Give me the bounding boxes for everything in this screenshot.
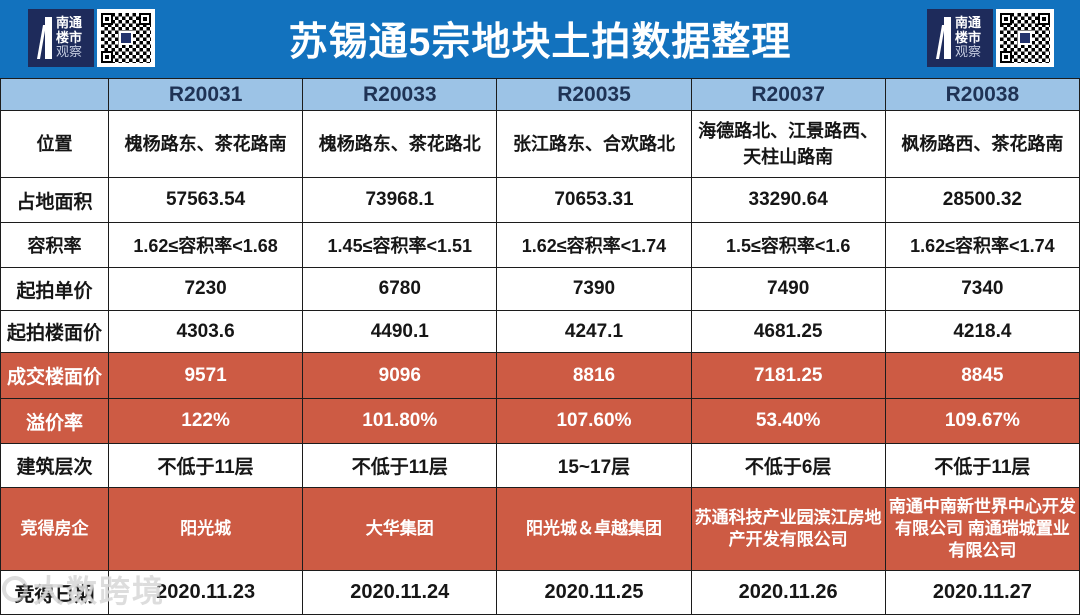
table-cell: 南通中南新世界中心开发有限公司 南通瑞城置业有限公司: [884, 487, 1080, 571]
table-cell: 107.60%: [496, 398, 692, 444]
table-cell: 不低于11层: [884, 443, 1080, 488]
table-cell: 阳光城＆卓越集团: [496, 487, 692, 571]
brand-line: 南通: [55, 15, 82, 31]
table-row-land-area: 占地面积 57563.54 73968.1 70653.31 33290.64 …: [0, 177, 1080, 223]
brand-one-icon: [935, 17, 951, 59]
brand-line: 观察: [55, 44, 82, 60]
table-cell: 8816: [496, 352, 692, 399]
table-cell: 大华集团: [302, 487, 498, 571]
row-label-location: 位置: [0, 110, 109, 178]
table-row-building-levels: 建筑层次 不低于11层 不低于11层 15~17层 不低于6层 不低于11层: [0, 443, 1080, 488]
brand-text: 南通 楼市 观察: [955, 16, 981, 60]
table-cell: 70653.31: [496, 177, 692, 223]
qr-code-icon: [996, 9, 1054, 67]
qr-code-icon: [97, 9, 155, 67]
row-label-start-floor-price: 起拍楼面价: [0, 310, 109, 353]
col-header-r20037: R20037: [690, 78, 886, 111]
table-cell: 2020.11.24: [302, 570, 498, 615]
brand-logo-left: 南通 楼市 观察: [28, 9, 155, 71]
table-cell: 张江路东、合欢路北: [496, 110, 692, 178]
row-label-plot-ratio: 容积率: [0, 222, 109, 268]
row-label-winning-developer: 竞得房企: [0, 487, 109, 571]
table-cell: 2020.11.26: [690, 570, 886, 615]
table-row-deal-floor-price: 成交楼面价 9571 9096 8816 7181.25 8845: [0, 352, 1080, 399]
table-cell: 1.5≤容积率<1.6: [690, 222, 886, 268]
brand-line: 观察: [954, 44, 981, 60]
table-cell: 海德路北、江景路西、天柱山路南: [690, 110, 886, 178]
table-cell: 7230: [107, 267, 304, 311]
row-label-deal-date: 竞得日期: [0, 570, 109, 615]
table-cell: 28500.32: [884, 177, 1080, 223]
land-auction-table: R20031 R20033 R20035 R20037 R20038 位置 槐杨…: [0, 78, 1080, 615]
col-header-r20038: R20038: [884, 78, 1080, 111]
brand-line: 楼市: [954, 29, 981, 45]
table-cell: 9571: [107, 352, 304, 399]
table-cell: 122%: [107, 398, 304, 444]
banner: 南通 楼市 观察 苏锡通5宗地块土拍数据整理 南通 楼市 观察: [0, 0, 1080, 78]
col-header-r20031: R20031: [107, 78, 304, 111]
table-cell: 槐杨路东、茶花路北: [302, 110, 498, 178]
table-cell: 1.45≤容积率<1.51: [302, 222, 498, 268]
table-cell: 4303.6: [107, 310, 304, 353]
table-cell: 7390: [496, 267, 692, 311]
table-row-winning-developer: 竞得房企 阳光城 大华集团 阳光城＆卓越集团 苏通科技产业园滨江房地产开发有限公…: [0, 487, 1080, 571]
table-row-plot-ratio: 容积率 1.62≤容积率<1.68 1.45≤容积率<1.51 1.62≤容积率…: [0, 222, 1080, 268]
page-title: 苏锡通5宗地块土拍数据整理: [288, 21, 792, 64]
table-cell: 15~17层: [496, 443, 692, 488]
brand-mark: 南通 楼市 观察: [927, 9, 993, 67]
table-cell: 7181.25: [690, 352, 886, 399]
table-cell: 53.40%: [690, 398, 886, 444]
col-header-empty: [0, 78, 109, 111]
table-cell: 1.62≤容积率<1.68: [107, 222, 304, 268]
table-cell: 7490: [690, 267, 886, 311]
table-cell: 9096: [302, 352, 498, 399]
table-cell: 57563.54: [107, 177, 304, 223]
brand-line: 南通: [954, 15, 981, 31]
table-cell: 1.62≤容积率<1.74: [496, 222, 692, 268]
table-row-premium-rate: 溢价率 122% 101.80% 107.60% 53.40% 109.67%: [0, 398, 1080, 444]
table-cell: 6780: [302, 267, 498, 311]
row-label-premium-rate: 溢价率: [0, 398, 109, 444]
table-cell: 1.62≤容积率<1.74: [884, 222, 1080, 268]
table-row-start-floor-price: 起拍楼面价 4303.6 4490.1 4247.1 4681.25 4218.…: [0, 310, 1080, 353]
table-cell: 槐杨路东、茶花路南: [107, 110, 304, 178]
table-cell: 101.80%: [302, 398, 498, 444]
table-cell: 阳光城: [107, 487, 304, 571]
table-row-start-unit-price: 起拍单价 7230 6780 7390 7490 7340: [0, 267, 1080, 311]
table-cell: 不低于11层: [302, 443, 498, 488]
table-cell: 4247.1: [496, 310, 692, 353]
row-label-land-area: 占地面积: [0, 177, 109, 223]
table-cell: 4681.25: [690, 310, 886, 353]
table-cell: 不低于11层: [107, 443, 304, 488]
table-cell: 2020.11.25: [496, 570, 692, 615]
table-cell: 苏通科技产业园滨江房地产开发有限公司: [690, 487, 886, 571]
brand-one-icon: [36, 17, 52, 59]
col-header-r20035: R20035: [496, 78, 692, 111]
table-cell: 枫杨路西、茶花路南: [884, 110, 1080, 178]
brand-mark: 南通 楼市 观察: [28, 9, 94, 67]
col-header-r20033: R20033: [302, 78, 498, 111]
row-label-start-unit-price: 起拍单价: [0, 267, 109, 311]
table-cell: 不低于6层: [690, 443, 886, 488]
table-cell: 73968.1: [302, 177, 498, 223]
table-row-location: 位置 槐杨路东、茶花路南 槐杨路东、茶花路北 张江路东、合欢路北 海德路北、江景…: [0, 110, 1080, 178]
table-cell: 4490.1: [302, 310, 498, 353]
table-cell: 2020.11.23: [107, 570, 304, 615]
row-label-building-levels: 建筑层次: [0, 443, 109, 488]
table-cell: 8845: [884, 352, 1080, 399]
table-cell: 4218.4: [884, 310, 1080, 353]
brand-logo-right: 南通 楼市 观察: [927, 9, 1054, 71]
table-header-row: R20031 R20033 R20035 R20037 R20038: [0, 78, 1080, 111]
table-cell: 7340: [884, 267, 1080, 311]
table-row-deal-date: 竞得日期 2020.11.23 2020.11.24 2020.11.25 20…: [0, 570, 1080, 615]
table-cell: 2020.11.27: [884, 570, 1080, 615]
row-label-deal-floor-price: 成交楼面价: [0, 352, 109, 399]
table-cell: 109.67%: [884, 398, 1080, 444]
table-cell: 33290.64: [690, 177, 886, 223]
brand-text: 南通 楼市 观察: [56, 16, 82, 60]
brand-line: 楼市: [55, 29, 82, 45]
